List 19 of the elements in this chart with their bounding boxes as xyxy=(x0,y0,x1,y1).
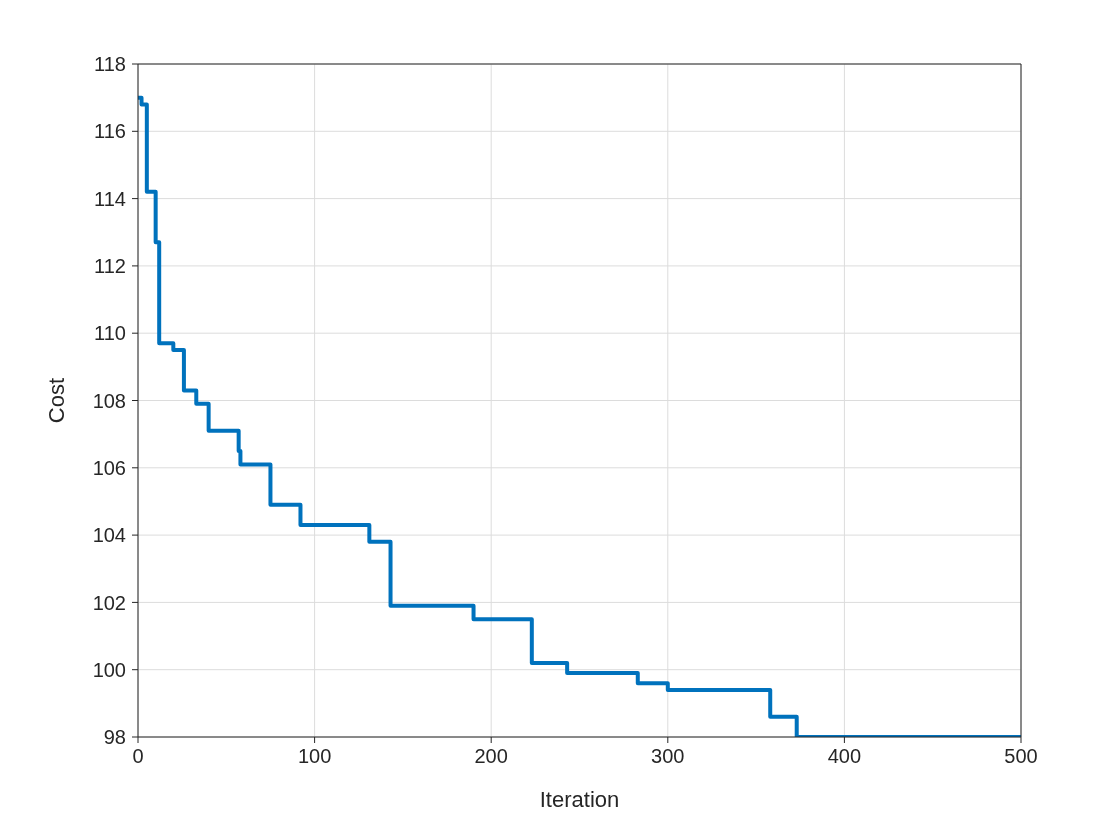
x-tick-label: 400 xyxy=(827,745,862,768)
y-tick-label: 112 xyxy=(94,255,126,277)
y-tick-label: 110 xyxy=(94,322,126,345)
x-tick-label: 500 xyxy=(1004,745,1038,768)
y-tick-label: 118 xyxy=(94,53,126,76)
y-tick-label: 106 xyxy=(92,456,126,479)
y-axis-title: Cost xyxy=(43,377,69,424)
y-tick-label: 102 xyxy=(92,591,126,614)
y-tick-label: 116 xyxy=(94,120,126,143)
x-tick-label: 0 xyxy=(132,745,144,768)
y-tick-label: 100 xyxy=(92,658,126,681)
x-tick-label: 200 xyxy=(474,745,508,768)
y-tick-label: 108 xyxy=(92,389,126,412)
x-tick-label: 300 xyxy=(651,745,685,768)
x-axis-title: Iteration xyxy=(539,787,620,812)
y-tick-label: 98 xyxy=(103,726,126,749)
x-tick-label: 100 xyxy=(297,745,332,768)
y-tick-label: 114 xyxy=(94,187,126,210)
y-tick-label: 104 xyxy=(92,524,126,547)
